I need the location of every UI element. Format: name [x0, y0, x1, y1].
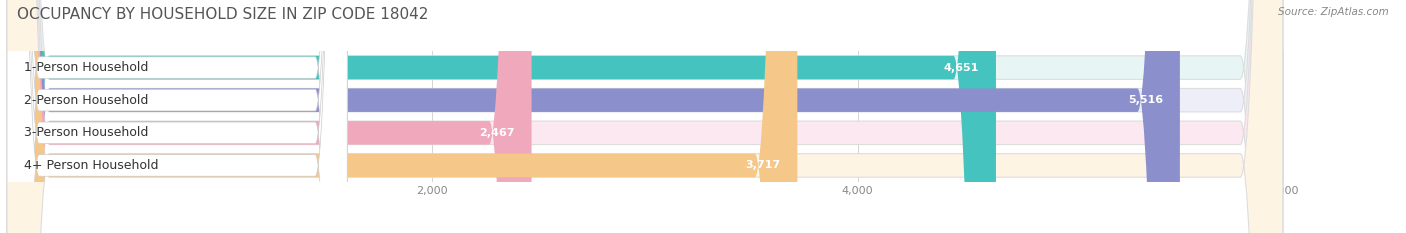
FancyBboxPatch shape	[7, 0, 347, 233]
FancyBboxPatch shape	[7, 0, 797, 233]
Text: 3,717: 3,717	[745, 161, 780, 170]
Text: OCCUPANCY BY HOUSEHOLD SIZE IN ZIP CODE 18042: OCCUPANCY BY HOUSEHOLD SIZE IN ZIP CODE …	[17, 7, 429, 22]
FancyBboxPatch shape	[7, 0, 347, 233]
FancyBboxPatch shape	[7, 0, 1282, 233]
Text: 4+ Person Household: 4+ Person Household	[24, 159, 159, 172]
FancyBboxPatch shape	[7, 0, 1282, 233]
FancyBboxPatch shape	[7, 0, 1282, 233]
FancyBboxPatch shape	[7, 0, 1282, 233]
FancyBboxPatch shape	[7, 0, 531, 233]
Text: 4,651: 4,651	[943, 63, 979, 72]
FancyBboxPatch shape	[7, 0, 1180, 233]
Text: 5,516: 5,516	[1128, 95, 1163, 105]
Text: 3-Person Household: 3-Person Household	[24, 126, 149, 139]
Text: 1-Person Household: 1-Person Household	[24, 61, 149, 74]
Text: 2-Person Household: 2-Person Household	[24, 94, 149, 107]
FancyBboxPatch shape	[7, 0, 347, 233]
Text: 2,467: 2,467	[479, 128, 515, 138]
Text: Source: ZipAtlas.com: Source: ZipAtlas.com	[1278, 7, 1389, 17]
FancyBboxPatch shape	[7, 0, 347, 233]
FancyBboxPatch shape	[7, 0, 995, 233]
